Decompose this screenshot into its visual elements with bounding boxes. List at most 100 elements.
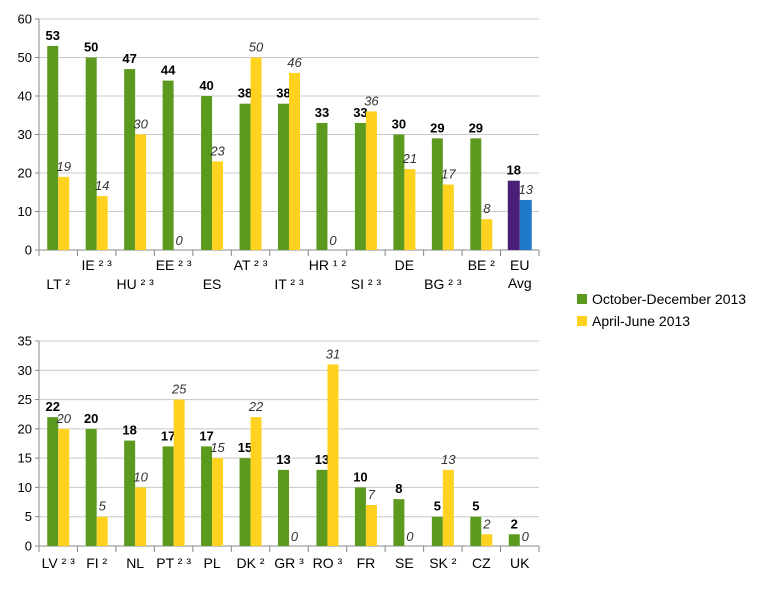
data-label-apr-jun-2013: 5 <box>99 499 107 514</box>
bar-oct-dec-2013 <box>470 516 482 546</box>
bar-oct-dec-2013 <box>278 103 289 250</box>
bar-oct-dec-2013 <box>431 516 443 546</box>
category-label-line: LT ² <box>46 276 70 292</box>
y-tick-label: 50 <box>18 50 32 65</box>
bar-apr-jun-2013 <box>365 505 377 546</box>
category-label-line: UK <box>510 555 530 571</box>
category-label-line: HR ¹ ² <box>309 257 347 273</box>
data-label-oct-dec-2013: 30 <box>392 117 406 132</box>
bar-oct-dec-2013 <box>201 446 213 546</box>
bar-oct-dec-2013 <box>278 469 289 546</box>
category-label: LT ² <box>46 276 70 292</box>
data-label-oct-dec-2013: 29 <box>430 120 444 135</box>
bar-oct-dec-2013 <box>470 138 482 250</box>
category-label-line: EU <box>510 257 529 273</box>
bar-oct-dec-2013 <box>316 469 328 546</box>
category-label-line: SE <box>395 555 414 571</box>
bar-oct-dec-2013 <box>393 134 405 250</box>
bar-oct-dec-2013 <box>201 96 213 250</box>
category-label-line: EE ² ³ <box>156 257 192 273</box>
data-label-apr-jun-2013: 0 <box>329 233 337 248</box>
data-label-oct-dec-2013: 10 <box>353 469 367 484</box>
category-label: BG ² ³ <box>424 276 462 292</box>
data-label-apr-jun-2013: 46 <box>287 55 302 70</box>
data-label-oct-dec-2013: 40 <box>199 78 213 93</box>
category-label-line: CZ <box>472 555 491 571</box>
category-label: SI ² ³ <box>351 276 382 292</box>
y-tick-label: 35 <box>18 334 32 349</box>
bar-apr-jun-2013 <box>519 199 532 250</box>
y-tick-label: 10 <box>18 480 32 495</box>
category-label-line: HU ² ³ <box>116 276 154 292</box>
category-label-line: Avg <box>508 275 532 291</box>
category-label-line: NL <box>126 555 144 571</box>
category-label-line: ES <box>203 276 222 292</box>
category-label-line: SI ² ³ <box>351 276 382 292</box>
bar-oct-dec-2013 <box>85 428 97 546</box>
data-label-apr-jun-2013: 19 <box>56 159 70 174</box>
y-tick-label: 20 <box>18 421 32 436</box>
data-label-apr-jun-2013: 0 <box>406 529 414 544</box>
bar-apr-jun-2013 <box>250 57 262 250</box>
data-label-apr-jun-2013: 0 <box>175 233 183 248</box>
bar-apr-jun-2013 <box>327 364 339 546</box>
bar-oct-dec-2013 <box>47 45 59 251</box>
data-label-apr-jun-2013: 22 <box>248 399 264 414</box>
y-tick-label: 5 <box>25 509 32 524</box>
bar-apr-jun-2013 <box>481 534 493 546</box>
data-label-oct-dec-2013: 17 <box>161 428 175 443</box>
data-label-oct-dec-2013: 18 <box>122 423 136 438</box>
data-label-apr-jun-2013: 21 <box>402 151 417 166</box>
bar-apr-jun-2013 <box>58 428 70 546</box>
bar-oct-dec-2013 <box>354 122 366 250</box>
bar-apr-jun-2013 <box>442 469 454 546</box>
category-label-line: DK ² <box>237 555 265 571</box>
category-label: PT ² ³ <box>156 555 191 571</box>
bar-apr-jun-2013 <box>481 219 493 250</box>
y-tick-label: 15 <box>18 451 32 466</box>
data-label-oct-dec-2013: 38 <box>238 86 252 101</box>
category-label-line: LV ² ³ <box>42 555 76 571</box>
category-label-line: RO ³ <box>313 555 343 571</box>
bar-apr-jun-2013 <box>135 134 147 250</box>
bar-oct-dec-2013 <box>162 446 174 546</box>
category-label: PL <box>204 555 221 571</box>
data-label-apr-jun-2013: 0 <box>291 529 299 544</box>
bar-oct-dec-2013 <box>431 138 443 250</box>
bar-apr-jun-2013 <box>404 169 416 250</box>
legend-swatch <box>577 316 587 326</box>
category-label: HR ¹ ² <box>309 257 347 273</box>
data-label-apr-jun-2013: 15 <box>210 440 225 455</box>
data-label-apr-jun-2013: 14 <box>95 178 109 193</box>
data-label-oct-dec-2013: 17 <box>199 428 213 443</box>
bar-oct-dec-2013 <box>239 103 251 250</box>
data-label-apr-jun-2013: 7 <box>368 487 376 502</box>
data-label-apr-jun-2013: 10 <box>133 469 148 484</box>
category-label: LV ² ³ <box>42 555 76 571</box>
category-label: DK ² <box>237 555 265 571</box>
category-label: HU ² ³ <box>116 276 154 292</box>
category-label: SE <box>395 555 414 571</box>
chart-panel-1: 0 10 20 30 40 50 60 53 19 LT ² 50 14 IE ² ³ 47 30 HU ² … <box>18 12 540 292</box>
bar-apr-jun-2013 <box>58 176 70 250</box>
legend-swatch <box>577 294 587 304</box>
category-label: ES <box>203 276 222 292</box>
data-label-oct-dec-2013: 50 <box>84 40 98 55</box>
data-label-oct-dec-2013: 22 <box>45 399 59 414</box>
bar-oct-dec-2013 <box>508 534 520 546</box>
data-label-oct-dec-2013: 8 <box>395 481 402 496</box>
y-tick-label: 10 <box>18 204 32 219</box>
data-label-apr-jun-2013: 25 <box>171 382 187 397</box>
category-label-line: BE ² <box>468 257 496 273</box>
bar-apr-jun-2013 <box>212 161 224 250</box>
data-label-oct-dec-2013: 20 <box>84 411 98 426</box>
bar-oct-dec-2013 <box>239 458 251 546</box>
bar-oct-dec-2013 <box>85 57 97 250</box>
data-label-apr-jun-2013: 50 <box>249 40 264 55</box>
data-label-oct-dec-2013: 13 <box>315 452 329 467</box>
category-label: SK ² <box>429 555 457 571</box>
category-label: CZ <box>472 555 491 571</box>
data-label-oct-dec-2013: 2 <box>511 516 518 531</box>
y-tick-label: 30 <box>18 363 32 378</box>
